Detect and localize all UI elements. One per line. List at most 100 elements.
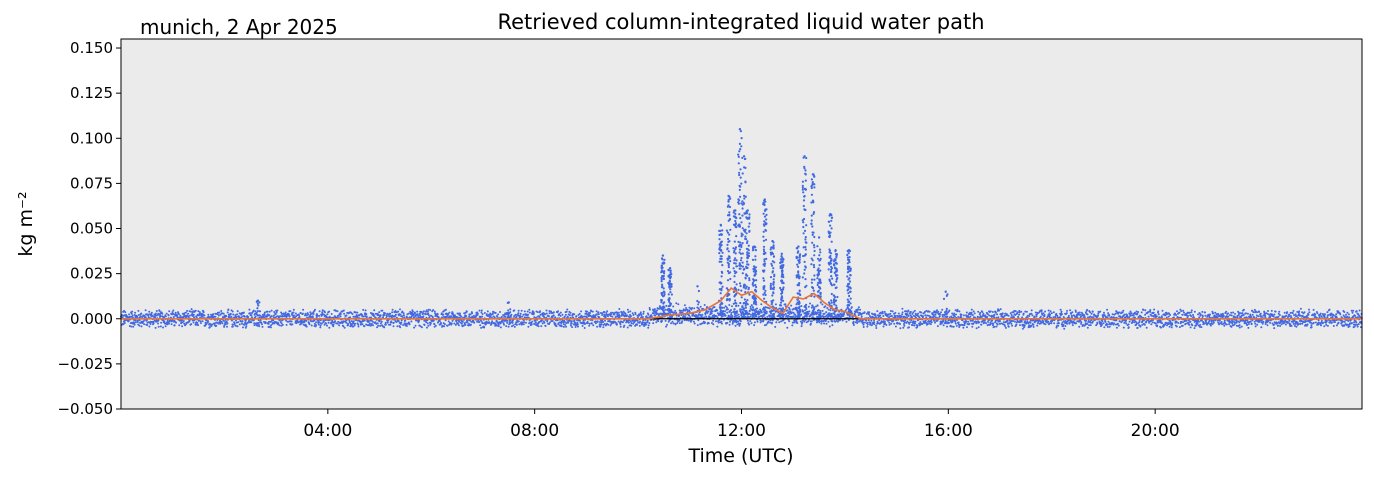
data-point xyxy=(648,322,650,324)
data-point xyxy=(573,313,575,315)
data-point xyxy=(586,311,588,313)
data-point xyxy=(1198,321,1200,323)
data-point xyxy=(1066,323,1068,325)
data-point xyxy=(922,315,924,317)
data-point xyxy=(825,311,827,313)
data-point xyxy=(489,322,491,324)
data-point xyxy=(1204,315,1206,317)
data-point xyxy=(679,320,681,322)
data-point xyxy=(353,320,355,322)
data-point xyxy=(991,320,993,322)
data-point xyxy=(1124,314,1126,316)
data-point xyxy=(325,323,327,325)
data-point xyxy=(900,316,902,318)
y-axis: −0.050−0.0250.0000.0250.0500.0750.1000.1… xyxy=(57,39,121,418)
data-point xyxy=(506,320,508,322)
data-point xyxy=(442,314,444,316)
data-point xyxy=(379,320,381,322)
data-point xyxy=(400,321,402,323)
data-point xyxy=(996,326,998,328)
data-point xyxy=(635,313,637,315)
data-point xyxy=(553,311,555,313)
data-point xyxy=(645,322,647,324)
x-tick-label: 08:00 xyxy=(510,421,559,441)
data-point xyxy=(1008,326,1010,328)
data-point xyxy=(1045,323,1047,325)
data-point xyxy=(1185,320,1187,322)
data-point xyxy=(1232,312,1234,314)
data-point xyxy=(1144,309,1146,311)
data-point xyxy=(1197,323,1199,325)
data-point xyxy=(505,325,507,327)
data-point xyxy=(1176,321,1178,323)
data-point xyxy=(523,321,525,323)
data-point xyxy=(1028,324,1030,326)
data-point xyxy=(729,324,731,326)
data-point xyxy=(140,313,142,315)
data-point xyxy=(719,319,721,321)
data-point xyxy=(766,316,768,318)
data-point xyxy=(1007,320,1009,322)
data-point xyxy=(175,312,177,314)
data-point xyxy=(560,312,562,314)
data-point xyxy=(198,320,200,322)
data-point xyxy=(870,322,872,324)
data-point xyxy=(588,325,590,327)
x-tick-label: 16:00 xyxy=(924,421,973,441)
data-point xyxy=(967,321,969,323)
data-point xyxy=(481,316,483,318)
data-point xyxy=(908,315,910,317)
data-point xyxy=(343,310,345,312)
data-point xyxy=(148,326,150,328)
data-point xyxy=(178,313,180,315)
data-point xyxy=(1129,321,1131,323)
data-point xyxy=(141,325,143,327)
data-point xyxy=(473,322,475,324)
data-point xyxy=(226,322,228,324)
data-point xyxy=(1107,312,1109,314)
data-point xyxy=(972,314,974,316)
data-point xyxy=(227,311,229,313)
data-point xyxy=(1286,311,1288,313)
data-point xyxy=(396,325,398,327)
data-point xyxy=(548,315,550,317)
data-point xyxy=(465,315,467,317)
data-point xyxy=(508,326,510,328)
data-point xyxy=(518,320,520,322)
data-point xyxy=(808,310,810,312)
data-point xyxy=(399,308,401,310)
data-point xyxy=(749,320,751,322)
data-point xyxy=(527,314,529,316)
data-point xyxy=(1267,310,1269,312)
data-point xyxy=(865,320,867,322)
data-point xyxy=(450,315,452,317)
data-point xyxy=(866,326,868,328)
data-point xyxy=(957,316,959,318)
data-point xyxy=(902,327,904,329)
data-point xyxy=(1125,323,1127,325)
data-point xyxy=(1049,322,1051,324)
data-point xyxy=(751,304,753,306)
data-point xyxy=(1226,324,1228,326)
data-point xyxy=(1189,321,1191,323)
data-point xyxy=(218,312,220,314)
data-point xyxy=(518,310,520,312)
data-point xyxy=(789,313,791,315)
data-point xyxy=(186,310,188,312)
data-point xyxy=(271,315,273,317)
data-point xyxy=(372,324,374,326)
data-point xyxy=(1247,313,1249,315)
data-point xyxy=(362,309,364,311)
data-point xyxy=(711,312,713,314)
data-point xyxy=(1010,323,1012,325)
data-point xyxy=(1225,311,1227,313)
data-point xyxy=(529,312,531,314)
data-point xyxy=(759,312,761,314)
data-point xyxy=(1239,327,1241,329)
data-point xyxy=(640,311,642,313)
data-point xyxy=(345,322,347,324)
data-point xyxy=(524,310,526,312)
data-point xyxy=(1177,322,1179,324)
data-point xyxy=(697,319,699,321)
